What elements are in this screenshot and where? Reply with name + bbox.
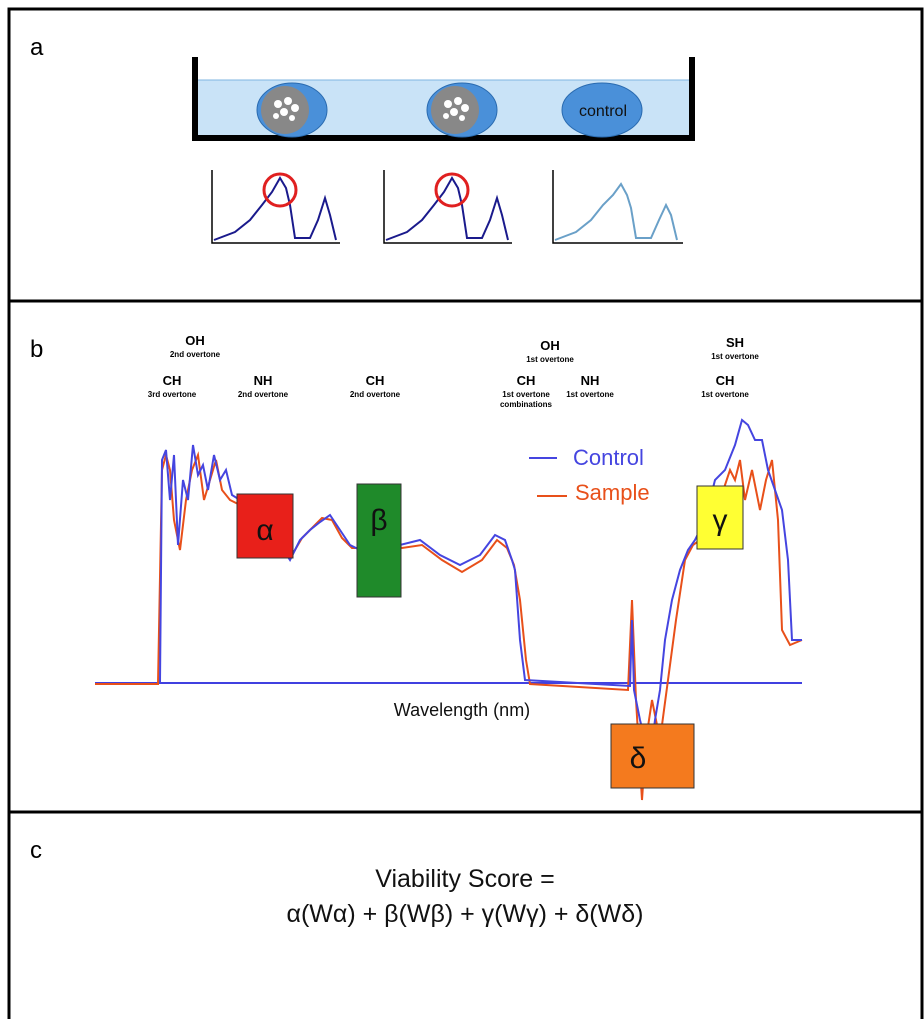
band-note: overtone: [580, 390, 614, 399]
band-extra: combinations: [500, 400, 553, 409]
band-ordinal: 1st: [526, 355, 538, 364]
band-ordinal: 1st: [502, 390, 514, 399]
well: [192, 57, 695, 141]
band-ordinal: 2nd: [350, 390, 364, 399]
region-box: [696, 485, 744, 550]
region-box: [236, 493, 294, 559]
peak-marker: [434, 172, 470, 208]
band-ordinal: 2nd: [170, 350, 184, 359]
panel-label: b: [30, 336, 43, 363]
band-overtone: 1st overtone: [526, 355, 574, 364]
band-overtone: 1st overtone: [502, 390, 550, 399]
band-ordinal: 3rd: [148, 390, 161, 399]
embryo-cells: [443, 97, 469, 121]
region-box: [610, 723, 695, 789]
panel-b-frame: [7, 299, 924, 814]
region-box: [356, 483, 402, 598]
region-label: γ: [713, 504, 728, 537]
band-note: overtone: [725, 352, 759, 361]
band-overtone: 3rd overtone: [148, 390, 197, 399]
panel-label: c: [30, 837, 42, 864]
band-group: SH: [726, 335, 744, 350]
band-group: CH: [366, 373, 385, 388]
band-note: overtone: [186, 350, 220, 359]
panel-c-frame: [7, 810, 924, 1019]
panel-label: a: [30, 34, 44, 61]
sample-spectrum: [95, 451, 803, 801]
band-group: OH: [540, 338, 560, 353]
embryo-cells: [273, 97, 299, 121]
band-ordinal: 1st: [701, 390, 713, 399]
band-group: CH: [163, 373, 182, 388]
band-note: overtone: [540, 355, 574, 364]
mini-axes: [211, 170, 683, 244]
legend-label: Control: [573, 445, 644, 470]
legend-label: Sample: [575, 480, 650, 505]
band-note: overtone: [366, 390, 400, 399]
region-label: α: [256, 514, 273, 547]
region-label: β: [370, 504, 387, 537]
band-group: CH: [517, 373, 536, 388]
band-note: overtone: [715, 390, 749, 399]
band-note: overtone: [516, 390, 550, 399]
band-overtone: 2nd overtone: [350, 390, 401, 399]
band-note: overtone: [162, 390, 196, 399]
band-overtone: 1st overtone: [566, 390, 614, 399]
band-overtone: 2nd overtone: [170, 350, 221, 359]
band-note: overtone: [254, 390, 288, 399]
formula-title: Viability Score =: [375, 865, 555, 893]
band-ordinal: 2nd: [238, 390, 252, 399]
band-ordinal: 1st: [566, 390, 578, 399]
mini-spectrum: [213, 176, 509, 241]
band-group: OH: [185, 333, 205, 348]
x-axis-label: Wavelength (nm): [394, 700, 530, 720]
region-label: δ: [630, 742, 647, 775]
band-ordinal: 1st: [711, 352, 723, 361]
peak-marker: [262, 172, 298, 208]
band-overtone: 1st overtone: [701, 390, 749, 399]
control-spectrum: [159, 418, 802, 761]
band-group: CH: [716, 373, 735, 388]
cell-control: [561, 82, 643, 138]
formula: α(Wα) + β(Wβ) + γ(Wγ) + δ(Wδ): [287, 900, 644, 928]
band-overtone: 2nd overtone: [238, 390, 289, 399]
panel-a-frame: [7, 7, 924, 303]
control-label: control: [579, 103, 627, 120]
band-group: NH: [581, 373, 600, 388]
mini-spectrum-control: [554, 182, 678, 241]
band-group: NH: [254, 373, 273, 388]
band-overtone: 1st overtone: [711, 352, 759, 361]
